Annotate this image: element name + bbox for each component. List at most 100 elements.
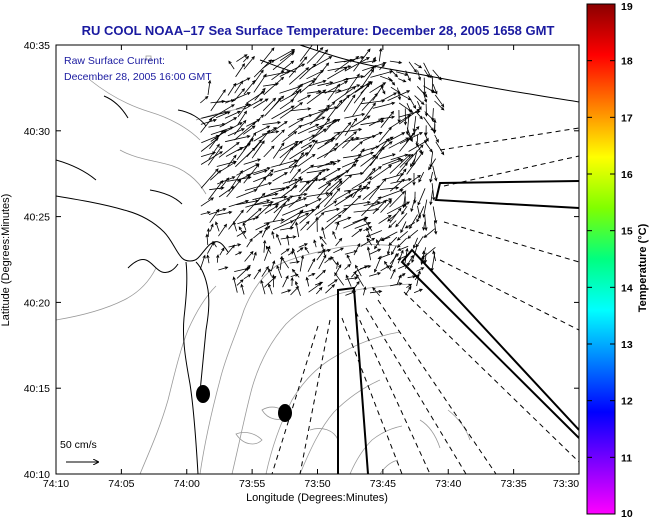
current-vector xyxy=(200,197,215,207)
current-vector xyxy=(228,60,235,70)
legend-line-1: Raw Surface Current: xyxy=(64,55,165,67)
current-vector xyxy=(200,137,219,152)
current-vector xyxy=(218,186,235,198)
current-vector xyxy=(299,63,317,80)
current-vector xyxy=(276,233,282,246)
current-vector xyxy=(270,120,288,133)
current-vector xyxy=(414,62,423,69)
current-vector xyxy=(271,105,295,120)
current-vector xyxy=(235,63,246,78)
current-vector xyxy=(434,134,439,144)
small-box xyxy=(145,55,152,61)
current-vector xyxy=(271,70,285,81)
current-vector xyxy=(290,83,304,97)
current-vector xyxy=(344,57,370,72)
radial-lines xyxy=(271,127,579,474)
current-vector xyxy=(416,267,425,272)
current-vector xyxy=(360,237,376,247)
colorbar-tick-label: 17 xyxy=(621,112,633,124)
current-vector xyxy=(351,115,371,128)
current-vector xyxy=(299,45,313,62)
current-vector xyxy=(254,87,266,101)
current-vector xyxy=(263,187,286,198)
current-vector xyxy=(387,213,397,222)
current-vector xyxy=(372,199,387,215)
current-vector xyxy=(236,267,249,279)
current-vector xyxy=(290,88,302,102)
y-tick-label: 40:10 xyxy=(24,469,50,481)
current-vector xyxy=(244,98,264,110)
current-vector xyxy=(253,268,262,280)
current-vector xyxy=(379,189,404,199)
current-vector xyxy=(387,132,406,142)
current-vector xyxy=(399,174,421,191)
current-vector xyxy=(271,129,285,143)
current-vector xyxy=(200,95,209,104)
scale-label: 50 cm/s xyxy=(60,439,97,451)
current-vector xyxy=(306,191,330,197)
x-tick-label: 73:45 xyxy=(370,478,396,490)
current-vector xyxy=(395,212,408,228)
current-vector xyxy=(330,255,337,265)
current-vector xyxy=(279,146,294,167)
current-vector xyxy=(352,55,360,62)
current-vector xyxy=(334,194,354,207)
current-vector xyxy=(412,173,416,186)
current-vector xyxy=(396,230,408,241)
current-vector xyxy=(218,223,228,237)
current-vector xyxy=(334,216,352,224)
current-vector xyxy=(343,200,371,207)
current-vector xyxy=(362,131,383,142)
current-vector xyxy=(308,273,316,277)
current-vector xyxy=(397,245,409,251)
current-vector xyxy=(261,130,280,135)
legend-line-2: December 28, 2005 16:00 GMT xyxy=(64,71,212,83)
current-vector xyxy=(353,242,361,256)
marker-dot-2 xyxy=(278,404,292,422)
current-vector xyxy=(333,247,345,254)
current-vector xyxy=(219,117,238,128)
current-vector xyxy=(388,220,397,229)
current-vector xyxy=(299,254,305,272)
current-vector xyxy=(368,177,387,201)
current-vector xyxy=(299,180,310,193)
current-vector xyxy=(289,209,304,230)
current-vector xyxy=(262,97,277,111)
colorbar xyxy=(586,3,616,515)
current-vector xyxy=(370,70,394,78)
current-vector xyxy=(344,73,360,95)
current-vector xyxy=(380,92,398,102)
current-vector xyxy=(246,167,271,176)
current-vector xyxy=(237,102,249,118)
y-tick-label: 40:15 xyxy=(24,383,50,395)
current-vector xyxy=(361,196,382,217)
x-tick-label: 74:10 xyxy=(43,478,69,490)
current-vector xyxy=(429,190,433,206)
current-vector xyxy=(414,95,425,106)
current-vector xyxy=(380,110,395,128)
y-tick-label: 40:30 xyxy=(24,126,50,138)
current-vector xyxy=(389,207,402,224)
current-vector xyxy=(260,279,266,295)
current-vector xyxy=(343,94,356,112)
current-vector xyxy=(282,204,309,216)
current-vector xyxy=(306,89,327,105)
current-vector xyxy=(316,101,336,120)
current-vector xyxy=(271,195,288,200)
current-vector xyxy=(316,182,332,199)
current-vector xyxy=(236,174,251,182)
current-vector xyxy=(210,129,227,142)
current-vector xyxy=(235,147,256,168)
current-vector xyxy=(434,100,445,111)
current-vector xyxy=(272,142,285,159)
current-vector xyxy=(326,178,343,192)
current-vector xyxy=(327,279,338,287)
current-vector xyxy=(268,268,272,277)
x-tick-label: 73:35 xyxy=(500,478,526,490)
current-vector xyxy=(205,233,209,246)
current-vector xyxy=(279,102,304,119)
colorbar-tick-label: 12 xyxy=(621,396,633,408)
current-vector xyxy=(218,266,229,271)
current-vector xyxy=(326,99,343,120)
current-vector xyxy=(314,118,331,136)
